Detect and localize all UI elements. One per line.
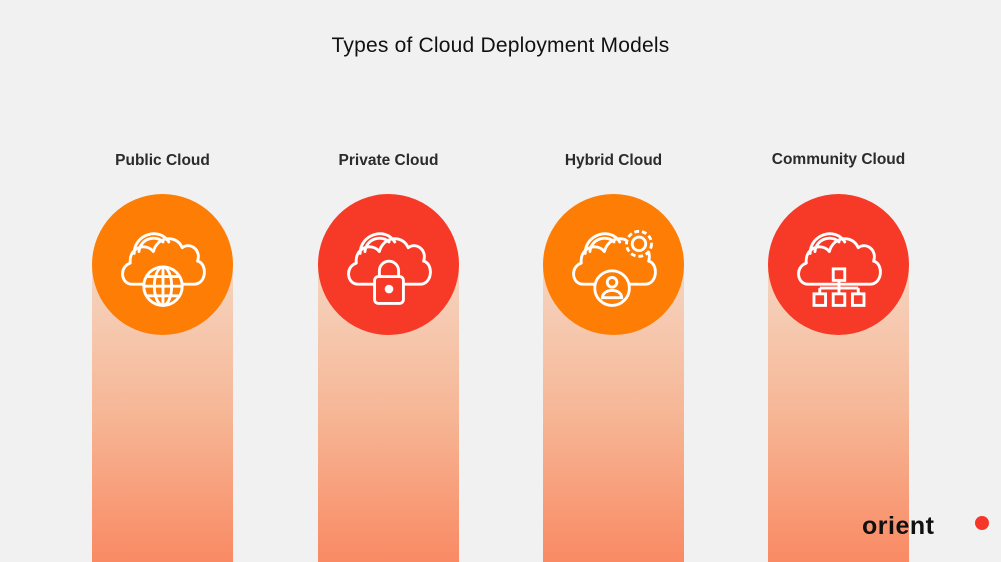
icon-circle [92, 194, 233, 335]
icon-circle [318, 194, 459, 335]
cloud-lock-icon [346, 231, 432, 305]
icon-circle [543, 194, 684, 335]
logo-dot [975, 516, 989, 530]
cloud-gear-user-icon [571, 229, 657, 307]
icon-circle [768, 194, 909, 335]
model-label: Private Cloud [338, 152, 439, 169]
model-private-cloud: Private Cloud [318, 0, 459, 562]
model-community-cloud: Community Cloud [768, 0, 909, 562]
model-label: Hybrid Cloud [564, 152, 663, 169]
logo-text: orient [862, 512, 935, 540]
orient-logo: orient [862, 512, 989, 542]
cloud-globe-icon [120, 231, 206, 307]
model-hybrid-cloud: Hybrid Cloud [543, 0, 684, 562]
model-public-cloud: Public Cloud [92, 0, 233, 562]
model-label: Public Cloud [115, 152, 210, 169]
page-title: Types of Cloud Deployment Models [331, 34, 670, 57]
cloud-network-icon [796, 231, 882, 307]
model-label: Community Cloud [771, 151, 906, 168]
